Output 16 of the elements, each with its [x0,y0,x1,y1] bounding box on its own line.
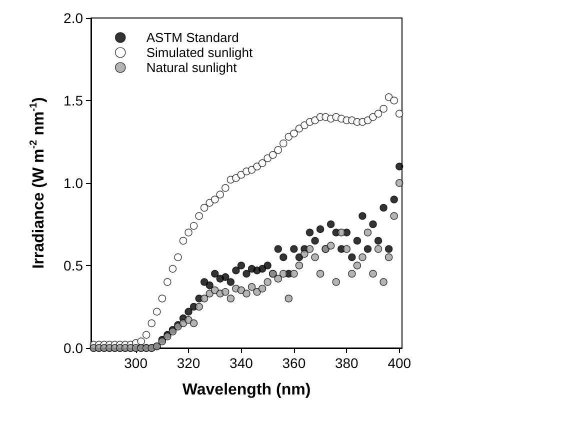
y-tick-label: 1.0 [64,175,84,191]
y-tick-label: 0.5 [64,258,84,274]
y-axis-title: Irradiance (W m-2 nm-1) [28,97,48,269]
y-tick-label: 0.0 [64,340,84,356]
legend-label: Simulated sunlight [146,45,253,60]
legend-label: Natural sunlight [146,60,238,75]
y-tick-label: 1.5 [64,92,84,108]
x-tick-label: 400 [388,355,412,371]
x-tick-label: 300 [124,355,148,371]
y-tick-label: 2.0 [64,10,84,26]
x-axis-title: Wavelength (nm) [182,382,311,398]
x-tick-label: 340 [230,355,254,371]
x-tick-label: 380 [334,355,359,371]
x-tick-label: 360 [282,355,306,371]
legend-label: ASTM Standard [146,30,239,45]
x-tick-label: 320 [176,355,200,371]
